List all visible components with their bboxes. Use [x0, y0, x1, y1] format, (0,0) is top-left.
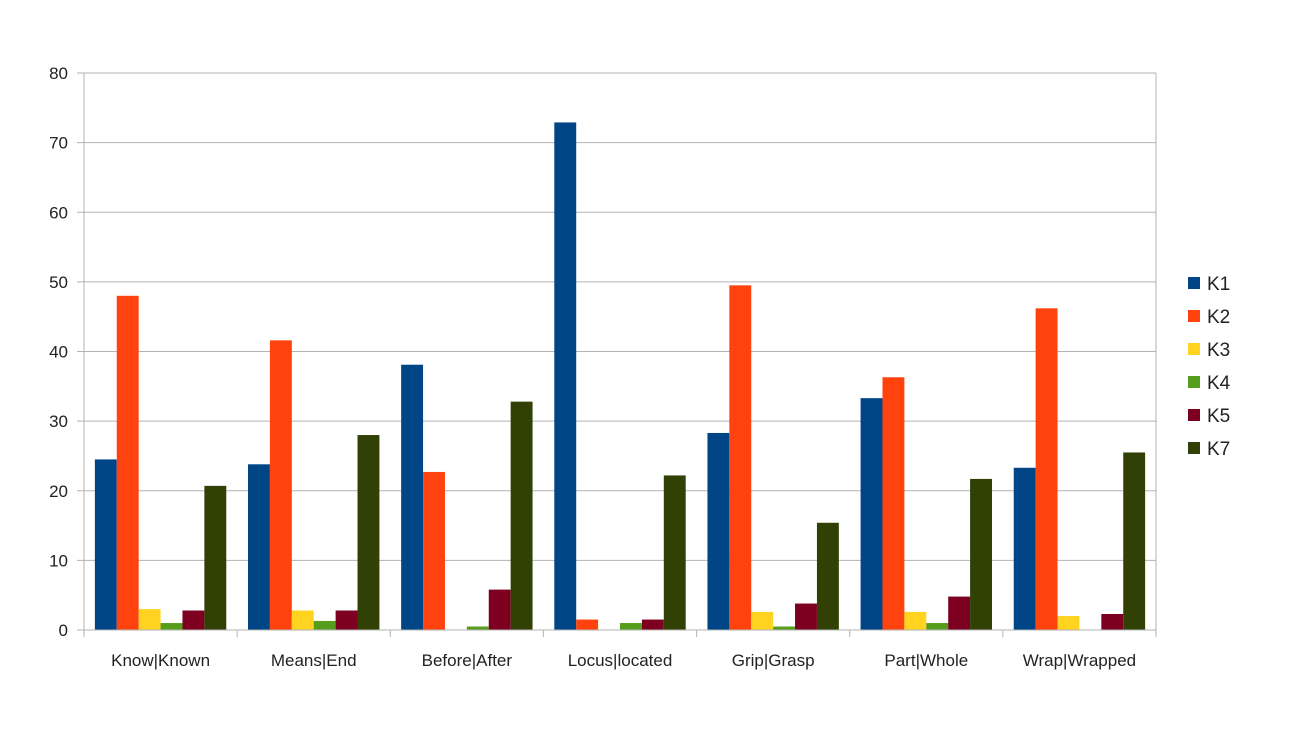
- bar-k7-2: [510, 401, 533, 630]
- bar-k5-0: [182, 610, 205, 630]
- bar-k7-6: [1123, 452, 1146, 630]
- legend: K1 K2 K3 K4 K5 K7: [1188, 274, 1231, 460]
- bar-k5-2: [488, 589, 511, 630]
- bar-k1-2: [401, 364, 424, 630]
- x-tick-label: Means|End: [271, 651, 357, 670]
- legend-label-k7: K7: [1207, 439, 1230, 460]
- axes: [77, 72, 1157, 637]
- bar-k1-1: [248, 464, 270, 630]
- bar-k2-3: [576, 619, 599, 630]
- bar-k1-6: [1013, 467, 1036, 630]
- y-tick-label: 30: [49, 412, 68, 431]
- legend-swatch-k4: [1188, 376, 1200, 388]
- bar-k4-5: [926, 623, 949, 630]
- legend-swatch-k5: [1188, 409, 1200, 421]
- legend-label-k2: K2: [1207, 307, 1230, 328]
- bar-k7-0: [204, 485, 227, 630]
- legend-label-k5: K5: [1207, 406, 1230, 427]
- x-tick-label: Part|Whole: [884, 651, 968, 670]
- y-tick-label: 40: [49, 343, 68, 362]
- bar-k4-2: [466, 626, 489, 630]
- y-tick-label: 20: [49, 482, 68, 501]
- bar-k5-5: [948, 596, 971, 630]
- x-tick-labels: Know|Known Means|End Before|After Locus|loc…: [111, 651, 1136, 670]
- bar-k2-5: [882, 377, 905, 630]
- legend-swatch-k7: [1188, 442, 1200, 454]
- bar-k1-0: [94, 459, 117, 630]
- x-tick-label: Before|After: [422, 651, 513, 670]
- legend-swatch-k1: [1188, 277, 1200, 289]
- bar-k4-1: [313, 620, 336, 630]
- bar-k3-6: [1057, 616, 1080, 630]
- bar-k2-1: [269, 340, 292, 630]
- y-tick-label: 10: [49, 551, 68, 570]
- bar-k5-1: [335, 610, 358, 630]
- bar-k2-2: [423, 471, 445, 630]
- legend-label-k1: K1: [1207, 274, 1230, 295]
- bar-k3-5: [904, 611, 927, 630]
- y-tick-labels: 0 10 20 30 40 50 60 70 80: [49, 64, 68, 640]
- bar-k1-4: [707, 432, 730, 630]
- bar-k2-6: [1035, 308, 1058, 630]
- legend-label-k4: K4: [1207, 373, 1231, 394]
- legend-swatch-k3: [1188, 343, 1200, 355]
- bar-k5-4: [795, 603, 817, 630]
- bar-k2-4: [729, 285, 752, 630]
- bar-k7-3: [663, 475, 686, 630]
- bar-k3-1: [291, 610, 314, 630]
- x-tick-label: Grip|Grasp: [732, 651, 815, 670]
- bar-k4-0: [160, 623, 183, 630]
- legend-label-k3: K3: [1207, 340, 1230, 361]
- bar-k1-3: [554, 122, 577, 630]
- y-tick-label: 0: [59, 621, 68, 640]
- bar-k3-4: [751, 611, 774, 630]
- bar-k7-4: [816, 522, 839, 630]
- bar-k1-5: [860, 398, 883, 630]
- y-tick-label: 60: [49, 203, 68, 222]
- y-tick-label: 70: [49, 134, 68, 153]
- x-tick-label: Know|Known: [111, 651, 210, 670]
- bar-k2-0: [116, 295, 139, 630]
- bar-k4-3: [620, 623, 642, 630]
- bar-k4-4: [773, 626, 796, 630]
- bar-k5-6: [1101, 613, 1124, 630]
- y-tick-label: 50: [49, 273, 68, 292]
- bar-k7-1: [357, 435, 380, 630]
- bar-k7-5: [970, 478, 992, 630]
- x-tick-label: Locus|located: [568, 651, 673, 670]
- bars: [94, 122, 1146, 630]
- bar-k5-3: [641, 619, 664, 630]
- bar-k3-0: [138, 609, 161, 630]
- y-tick-label: 80: [49, 64, 68, 83]
- x-tick-label: Wrap|Wrapped: [1023, 651, 1136, 670]
- legend-swatch-k2: [1188, 310, 1200, 322]
